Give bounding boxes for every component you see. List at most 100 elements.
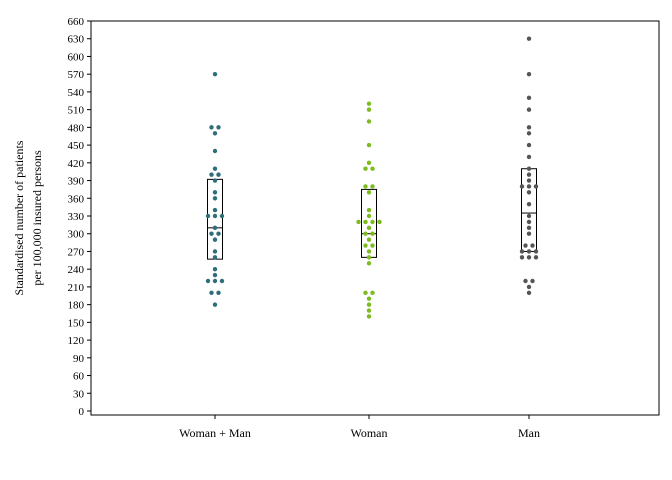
data-point [526, 36, 532, 41]
y-tick-label: 90 [73, 353, 85, 365]
data-point [366, 207, 372, 213]
data-point [366, 142, 372, 148]
data-point [526, 290, 532, 296]
data-point [366, 213, 372, 219]
data-point [523, 243, 528, 248]
y-tick-label: 210 [68, 282, 85, 294]
y-tick-label: 540 [68, 87, 85, 99]
data-point [370, 243, 375, 248]
iqr-box [361, 188, 377, 258]
y-tick-label: 600 [68, 51, 85, 63]
data-point [209, 125, 214, 130]
data-point [366, 237, 372, 242]
y-tick-label: 420 [68, 158, 85, 170]
data-point [366, 261, 372, 266]
y-tick-label: 270 [68, 246, 85, 258]
data-point [370, 219, 375, 225]
y-tick-label: 30 [73, 388, 85, 400]
data-point [377, 219, 382, 225]
data-point [526, 284, 532, 290]
data-point [363, 166, 368, 171]
y-axis-label-line1: Standardised number of patients [12, 140, 26, 295]
data-point [526, 172, 532, 177]
y-tick-label: 60 [73, 371, 85, 383]
data-point [526, 154, 532, 160]
data-point [526, 178, 532, 183]
data-point [366, 190, 372, 195]
data-point [363, 243, 368, 248]
data-point [212, 71, 218, 77]
data-point [366, 308, 372, 313]
plot-frame [90, 20, 660, 416]
data-point [209, 290, 214, 296]
data-point [366, 302, 372, 307]
data-point [370, 166, 375, 171]
y-tick-label: 480 [68, 122, 85, 134]
data-point [363, 219, 368, 225]
data-point [370, 290, 375, 296]
data-point [370, 231, 375, 236]
data-point [212, 237, 218, 242]
data-point [530, 243, 535, 248]
y-tick-label: 390 [68, 176, 85, 188]
data-point [366, 119, 372, 124]
data-point [212, 207, 218, 213]
data-point [212, 272, 218, 278]
data-point [526, 249, 532, 254]
data-point [526, 255, 532, 260]
y-axis-ticks: 0 30 60 90 120 150 180 210 240 270 300 330 360 390 420… [68, 16, 91, 418]
y-axis-label-line2: per 100,000 insured persons [30, 150, 44, 286]
data-point [205, 213, 211, 219]
data-point [533, 249, 539, 254]
data-point [366, 160, 372, 166]
y-tick-label: 180 [68, 300, 85, 312]
data-point [216, 231, 221, 236]
data-point [526, 219, 532, 225]
data-point [366, 107, 372, 112]
data-point [526, 201, 532, 207]
data-point [205, 278, 211, 284]
y-tick-label: 660 [68, 16, 85, 28]
y-tick-label: 360 [68, 193, 85, 205]
data-point [526, 166, 532, 171]
data-point [370, 184, 375, 189]
y-tick-label: 240 [68, 264, 85, 276]
data-point [212, 225, 218, 231]
data-point [526, 107, 532, 112]
y-tick-label: 330 [68, 211, 85, 223]
data-point [356, 219, 361, 225]
point-layer [205, 36, 539, 319]
data-point [519, 255, 525, 260]
data-point [523, 278, 528, 284]
y-tick-label: 570 [68, 69, 85, 81]
data-point [526, 190, 532, 195]
y-tick-label: 630 [68, 34, 85, 46]
data-point [366, 314, 372, 319]
x-axis-categories: Woman + Man Woman Man [179, 415, 540, 440]
data-point [212, 255, 218, 260]
data-point [533, 184, 539, 189]
data-point [212, 196, 218, 201]
data-point [212, 190, 218, 195]
data-point [530, 278, 535, 284]
data-point [212, 278, 218, 284]
x-category-label: Woman [350, 426, 387, 440]
data-point [363, 290, 368, 296]
data-point [212, 249, 218, 254]
data-point [212, 148, 218, 154]
data-point [526, 125, 532, 130]
axes-layer [90, 20, 660, 416]
data-point [219, 213, 225, 219]
data-point [519, 184, 525, 189]
data-point [366, 296, 372, 301]
data-point [212, 266, 218, 272]
data-point [363, 184, 368, 189]
data-point [212, 302, 218, 307]
y-tick-label: 150 [68, 317, 85, 329]
data-point [212, 178, 218, 183]
data-point [533, 255, 539, 260]
data-point [366, 101, 372, 106]
y-tick-label: 450 [68, 140, 85, 152]
